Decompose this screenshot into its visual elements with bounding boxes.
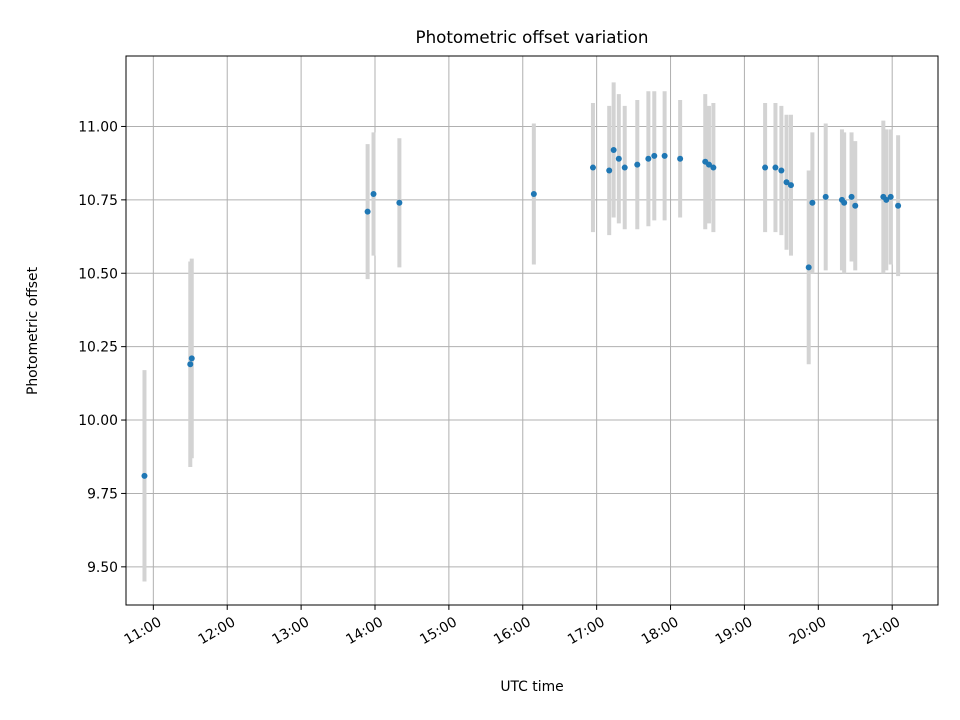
data-point xyxy=(606,167,613,174)
data-point xyxy=(809,199,816,206)
data-point xyxy=(188,355,195,362)
data-point xyxy=(396,199,403,206)
x-axis-label: UTC time xyxy=(500,679,563,695)
chart-title: Photometric offset variation xyxy=(416,27,649,47)
data-point xyxy=(887,193,894,200)
y-axis-ticks: 9.50 9.75 10.00 10.25 10.50 10.75 11.00 xyxy=(78,119,126,576)
plot-frame xyxy=(125,55,939,606)
y-tick-label: 11.00 xyxy=(78,119,118,135)
data-point xyxy=(841,199,848,206)
data-point xyxy=(621,164,628,171)
data-point xyxy=(615,155,622,162)
data-point xyxy=(852,202,859,209)
data-point xyxy=(651,152,658,159)
data-point xyxy=(645,155,652,162)
y-tick-label: 9.75 xyxy=(87,486,118,502)
data-point xyxy=(610,146,617,153)
data-point xyxy=(677,155,684,162)
data-point xyxy=(787,182,794,189)
data-point xyxy=(661,152,668,159)
data-point xyxy=(762,164,769,171)
y-tick-label: 10.00 xyxy=(78,413,118,429)
data-point xyxy=(805,264,812,271)
data-point xyxy=(772,164,779,171)
data-point xyxy=(187,361,194,368)
data-point xyxy=(589,164,596,171)
y-tick-label: 10.75 xyxy=(78,193,118,209)
data-point xyxy=(710,164,717,171)
data-point xyxy=(370,190,377,197)
data-point xyxy=(634,161,641,168)
data-point xyxy=(778,167,785,174)
data-point xyxy=(822,193,829,200)
data-point xyxy=(783,179,790,186)
data-point xyxy=(141,472,148,479)
y-tick-label: 9.50 xyxy=(87,560,118,576)
data-point xyxy=(705,161,712,168)
data-points xyxy=(141,146,902,479)
y-tick-label: 10.25 xyxy=(78,340,118,356)
data-point xyxy=(364,208,371,215)
data-point xyxy=(530,190,537,197)
data-point xyxy=(883,196,890,203)
y-axis-label: Photometric offset xyxy=(25,266,41,395)
data-point xyxy=(895,202,902,209)
y-tick-label: 10.50 xyxy=(78,266,118,282)
data-point xyxy=(848,193,855,200)
